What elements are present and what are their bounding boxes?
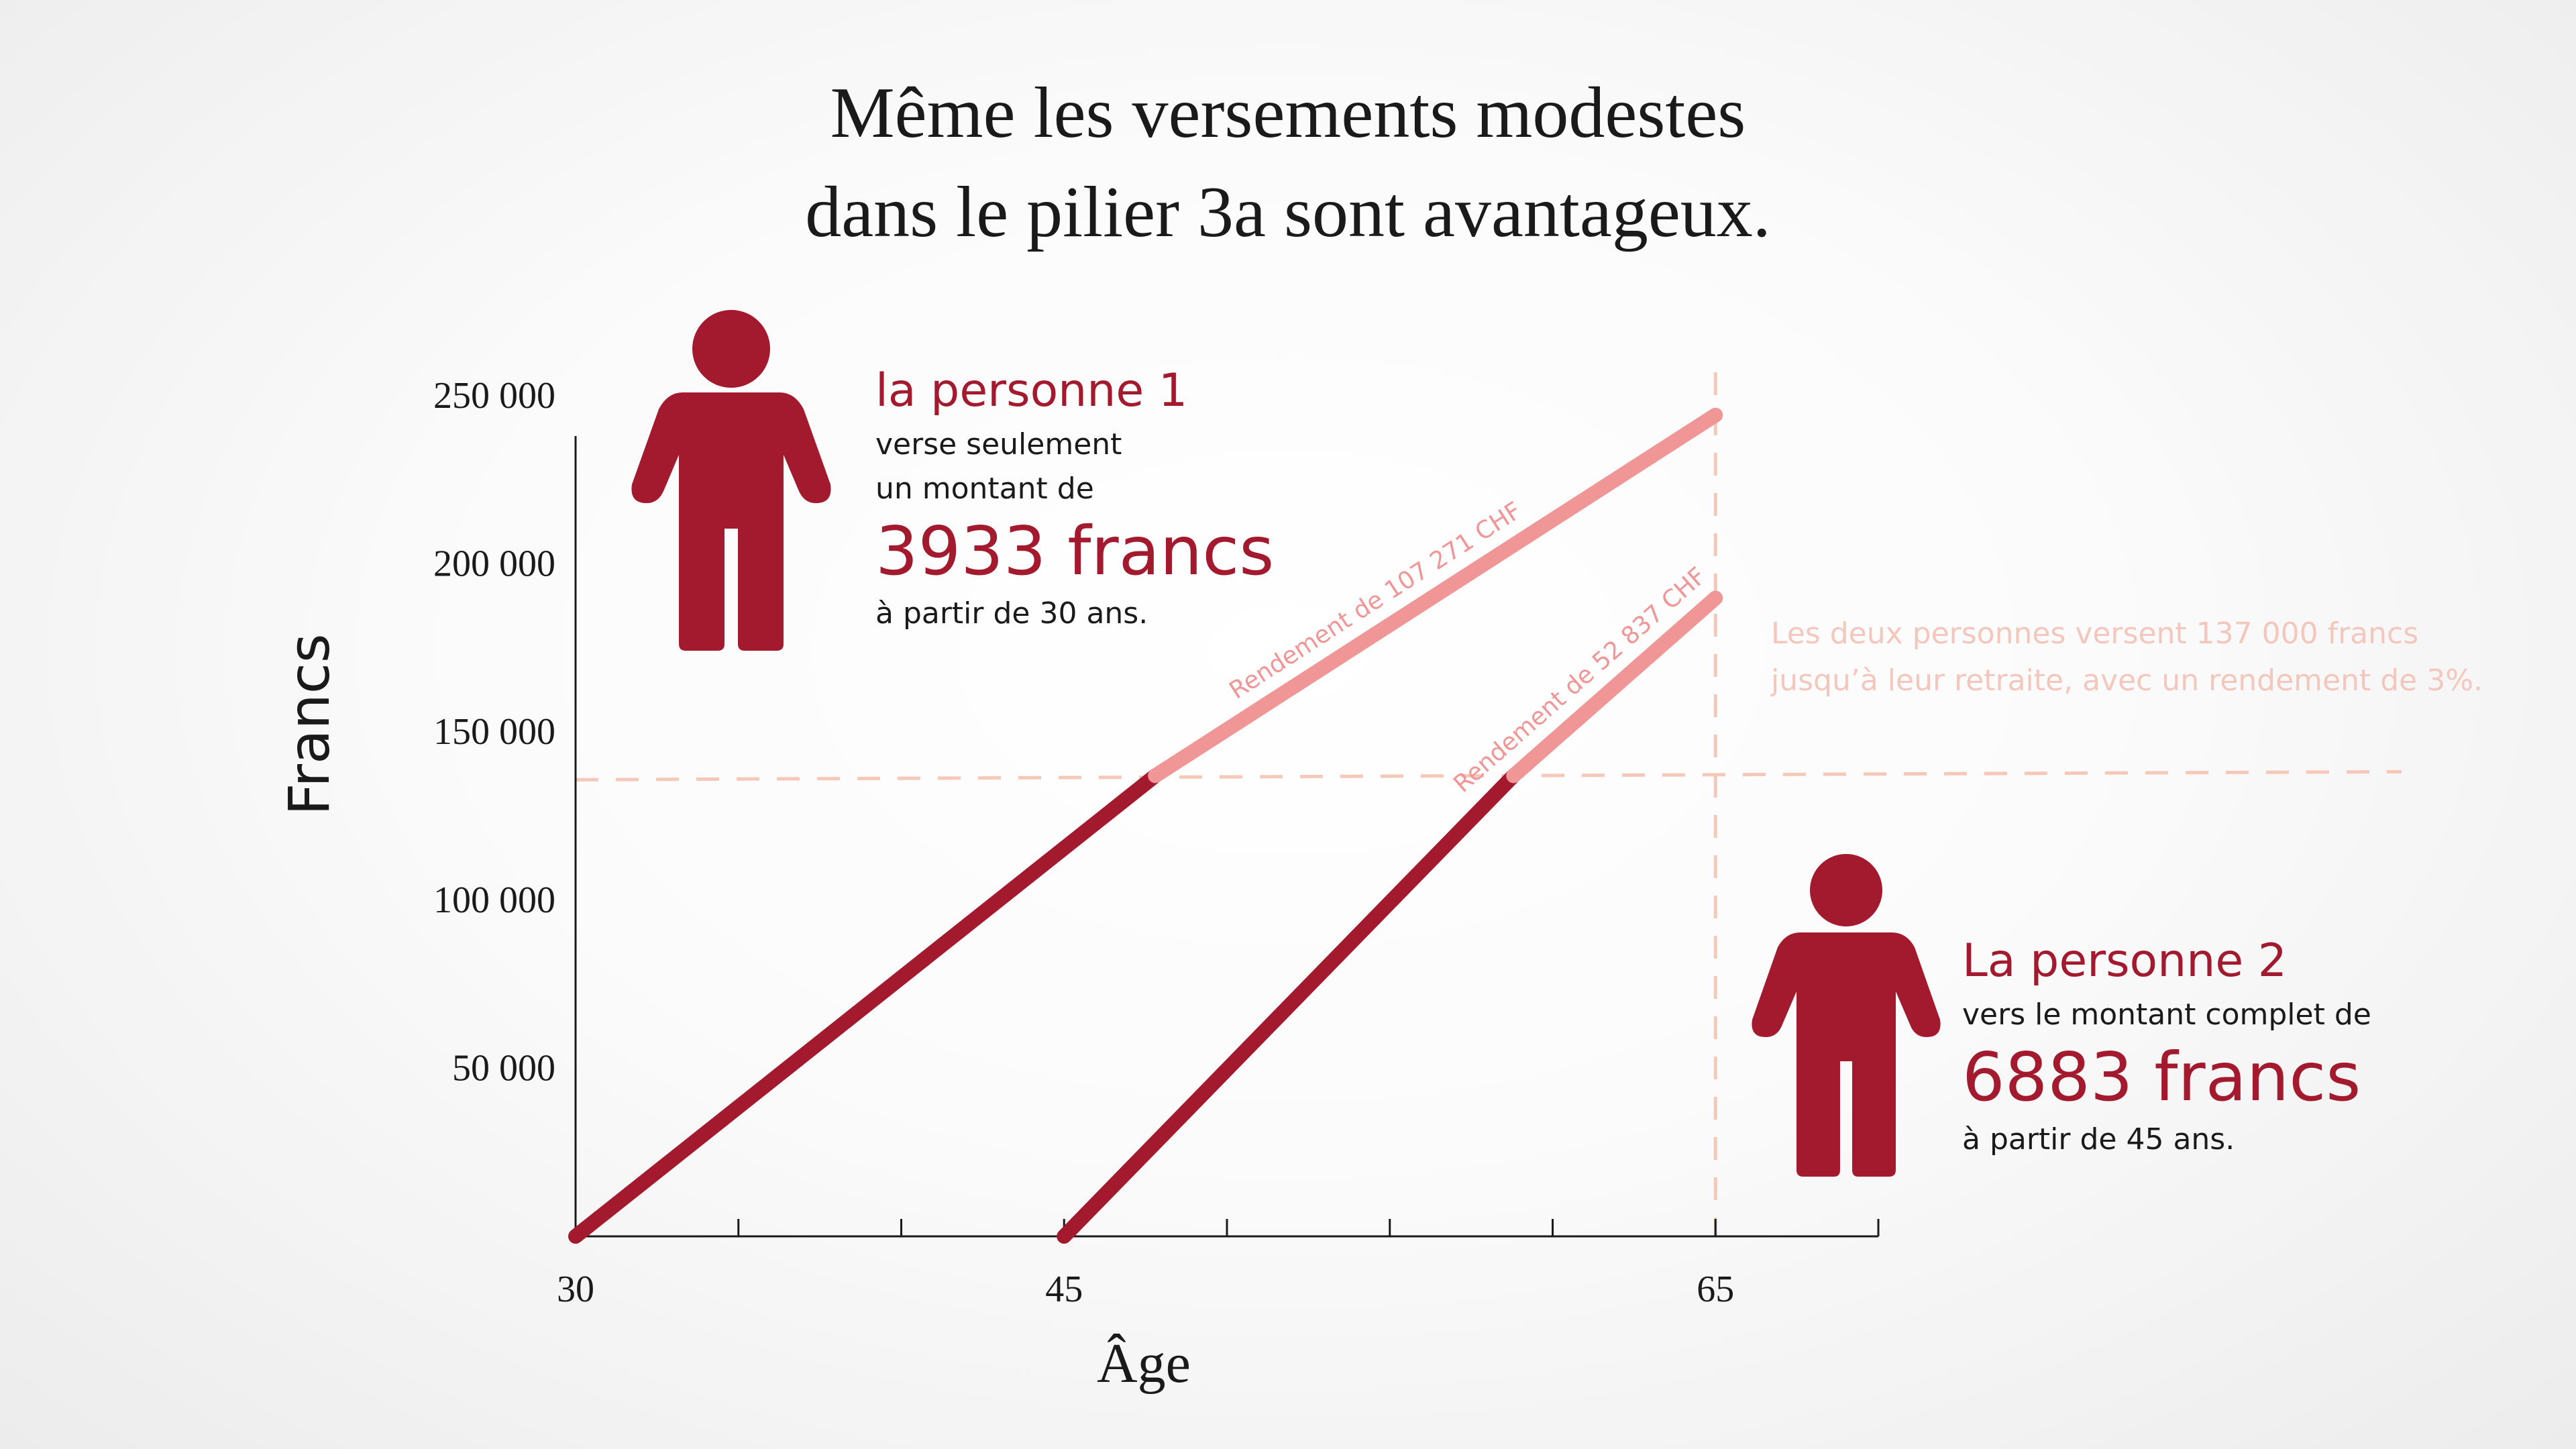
series — [568, 407, 1723, 1244]
series-1-deposit-line — [568, 768, 1163, 1244]
person-1-line-3: à partir de 30 ans. — [875, 596, 1148, 631]
x-axis-label: Âge — [1097, 1332, 1191, 1395]
series-1-return-line — [1148, 407, 1723, 784]
info-note: Les deux personnes versent 137 000 franc… — [1771, 610, 2483, 704]
person-1-line-1: verse seulement — [875, 427, 1122, 462]
chart-title: Même les versements modestes dans le pil… — [0, 64, 2576, 262]
series-2-deposit-line — [1057, 768, 1521, 1244]
x-tick-label: 65 — [1697, 1269, 1734, 1310]
person-1-text: la personne 1 verse seulement un montant… — [875, 362, 1274, 636]
y-tick-label: 250 000 — [433, 375, 555, 417]
y-tick-label: 100 000 — [433, 879, 555, 921]
deposits-reference-line — [575, 769, 2402, 782]
person-2-icon — [1752, 854, 1941, 1177]
y-tick-label: 50 000 — [452, 1047, 555, 1089]
y-tick-label: 200 000 — [433, 543, 555, 585]
person-1-icon — [631, 310, 831, 651]
y-axis-label: Francs — [276, 633, 342, 815]
chart-title-line-1: Même les versements modestes — [830, 73, 1746, 153]
person-2-line-3: à partir de 45 ans. — [1962, 1122, 2235, 1157]
info-note-line-2: jusqu’à leur retraite, avec un rendement… — [1771, 663, 2483, 698]
reference-lines — [575, 372, 2402, 1236]
person-1-line-2: un montant de — [875, 472, 1094, 506]
series-2-return-line — [1506, 590, 1723, 784]
axes: 30 45 65 50 000 100 000 150 000 200 000 250 000… — [276, 375, 1880, 1395]
x-tick-label: 45 — [1045, 1269, 1083, 1310]
person-2-line-1: vers le montant complet de — [1962, 998, 2371, 1032]
series-2-return-label: Rendement de 52 837 CHF — [1448, 562, 1711, 798]
info-note-line-1: Les deux personnes versent 137 000 franc… — [1771, 616, 2419, 651]
person-2-heading: La personne 2 — [1962, 934, 2288, 987]
x-tick-label: 30 — [557, 1269, 594, 1310]
person-1-amount: 3933 francs — [875, 512, 1275, 590]
person-1-heading: la personne 1 — [875, 364, 1188, 417]
y-tick-label: 150 000 — [433, 711, 555, 753]
person-2-text: La personne 2 vers le montant complet de… — [1962, 932, 2371, 1162]
chart-title-line-2: dans le pilier 3a sont avantageux. — [805, 172, 1771, 252]
person-2-amount: 6883 francs — [1962, 1038, 2361, 1116]
